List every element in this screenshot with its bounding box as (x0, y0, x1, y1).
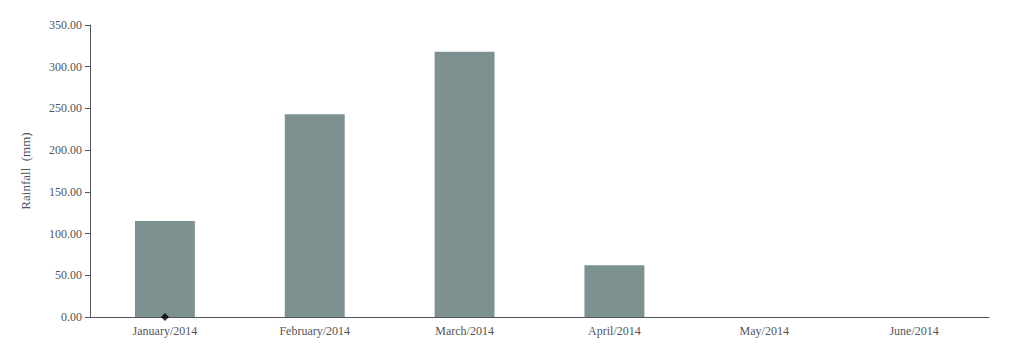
svg-text:March/2014: March/2014 (435, 324, 494, 338)
svg-text:50.00: 50.00 (55, 268, 82, 282)
svg-text:250.00: 250.00 (49, 101, 82, 115)
svg-text:January/2014: January/2014 (133, 324, 198, 338)
svg-text:150.00: 150.00 (49, 185, 82, 199)
svg-text:200.00: 200.00 (49, 143, 82, 157)
svg-text:February/2014: February/2014 (279, 324, 350, 338)
svg-text:April/2014: April/2014 (588, 324, 641, 338)
svg-text:0.00: 0.00 (61, 310, 82, 324)
svg-text:350.00: 350.00 (49, 18, 82, 32)
svg-text:June/2014: June/2014 (889, 324, 938, 338)
svg-text:Rainfall (mm): Rainfall (mm) (18, 132, 33, 209)
svg-text:100.00: 100.00 (49, 227, 82, 241)
svg-text:300.00: 300.00 (49, 60, 82, 74)
svg-text:May/2014: May/2014 (740, 324, 789, 338)
